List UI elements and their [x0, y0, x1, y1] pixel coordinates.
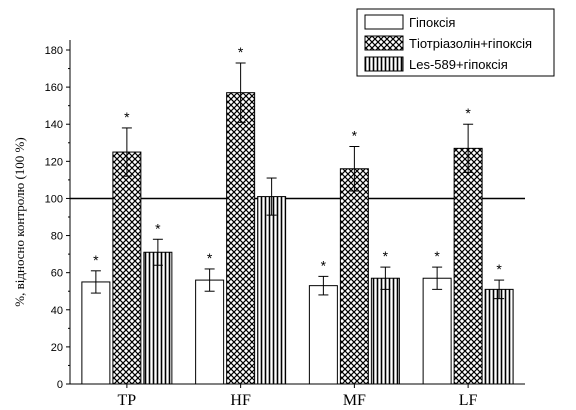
significance-marker: * — [238, 44, 244, 60]
y-tick-label: 60 — [51, 268, 63, 280]
bar — [257, 196, 287, 385]
bar — [112, 151, 142, 385]
y-tick-label: 180 — [45, 45, 63, 57]
x-tick-label: HF — [230, 392, 251, 409]
y-tick-label: 20 — [51, 342, 63, 354]
x-tick-label: LF — [459, 392, 478, 409]
bar — [143, 251, 173, 385]
y-tick-label: 0 — [57, 379, 63, 391]
bar — [226, 92, 256, 385]
significance-marker: * — [383, 248, 389, 264]
significance-marker: * — [93, 252, 99, 268]
y-tick-label: 120 — [45, 156, 63, 168]
bar — [339, 168, 369, 385]
significance-marker: * — [496, 261, 502, 277]
y-tick-label: 100 — [45, 193, 63, 205]
legend-swatch — [364, 14, 404, 30]
x-tick-label: TP — [118, 392, 137, 409]
significance-marker: * — [465, 105, 471, 121]
axes: 0 20 40 60 80 100 120 140 160 180 %, відносно конт… — [12, 40, 525, 409]
legend-swatch — [364, 56, 404, 72]
legend: Гіпоксія Тіотріазолін+гіпоксія Les-589+гіп… — [356, 8, 555, 77]
bar — [81, 281, 111, 385]
bar — [484, 288, 514, 385]
y-tick-label: 40 — [51, 305, 63, 317]
bar — [308, 285, 338, 385]
legend-label: Les-589+гіпоксія — [409, 57, 508, 72]
significance-marker: * — [352, 127, 358, 143]
bar — [195, 279, 225, 385]
significance-marker: * — [434, 248, 440, 264]
legend-swatch — [364, 35, 404, 51]
y-tick-label: 80 — [51, 231, 63, 243]
significance-marker: * — [155, 220, 161, 236]
bars: * * * * * * * * * * * — [81, 44, 514, 385]
y-tick-label: 160 — [45, 82, 63, 94]
significance-marker: * — [321, 257, 327, 273]
y-tick-label: 140 — [45, 119, 63, 131]
bar — [453, 147, 483, 385]
legend-label: Гіпоксія — [409, 15, 455, 30]
significance-marker: * — [207, 250, 213, 266]
bar — [422, 277, 452, 385]
significance-marker: * — [124, 109, 130, 125]
bar — [370, 277, 400, 385]
legend-label: Тіотріазолін+гіпоксія — [409, 36, 532, 51]
y-axis-title: %, відносно контролю (100 %) — [12, 137, 27, 306]
x-tick-label: MF — [343, 392, 366, 409]
